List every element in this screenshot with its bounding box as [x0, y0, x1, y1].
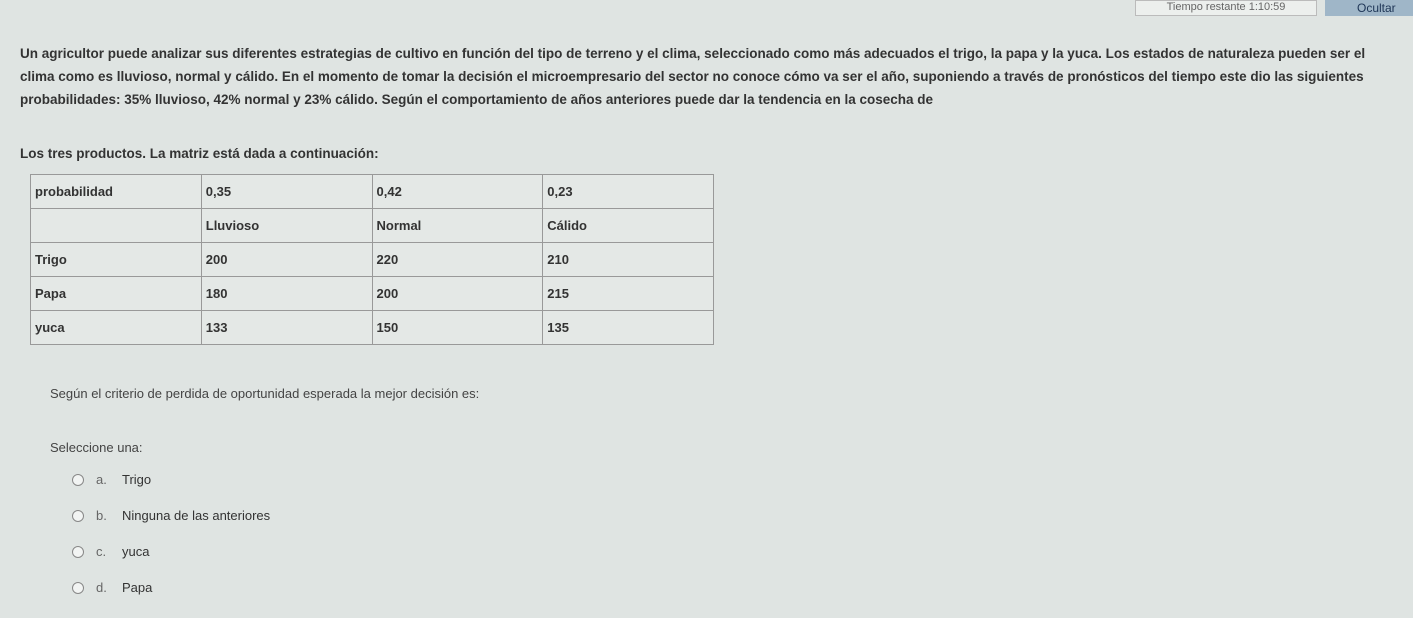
radio-button[interactable]: [72, 545, 84, 558]
table-cell: 0,23: [542, 174, 714, 209]
table-cell: 220: [371, 242, 544, 277]
payoff-matrix: probabilidad 0,35 0,42 0,23 Lluvioso Normal Cá…: [30, 174, 714, 345]
table-cell: Papa: [30, 276, 202, 311]
table-cell: probabilidad: [30, 174, 202, 209]
table-cell: 135: [542, 310, 714, 345]
table-cell: Normal: [371, 208, 544, 243]
table-row: Trigo 200 220 210: [30, 242, 714, 277]
question-prompt: Según el criterio de perdida de oportuni…: [50, 386, 480, 401]
option-b[interactable]: b. Ninguna de las anteriores: [72, 508, 270, 523]
option-letter: b.: [96, 508, 107, 523]
option-label: yuca: [122, 544, 150, 559]
option-a[interactable]: a. Trigo: [72, 472, 151, 487]
table-cell: 133: [200, 310, 373, 345]
table-cell: yuca: [30, 310, 202, 345]
table-cell: 150: [371, 310, 544, 345]
time-remaining: Tiempo restante 1:10:59: [1135, 0, 1317, 16]
radio-button[interactable]: [72, 509, 84, 522]
option-letter: a.: [96, 472, 107, 487]
table-cell: Trigo: [30, 242, 202, 277]
table-cell: Lluvioso: [200, 208, 373, 243]
table-row: Papa 180 200 215: [30, 276, 714, 311]
table-cell: 210: [542, 242, 714, 277]
option-letter: c.: [96, 544, 107, 559]
table-row: Lluvioso Normal Cálido: [30, 208, 714, 243]
table-cell: 200: [371, 276, 544, 311]
table-cell: 0,35: [200, 174, 373, 209]
table-row: yuca 133 150 135: [30, 310, 714, 345]
question-intro: Los tres productos. La matriz está dada …: [20, 146, 379, 161]
table-cell: 215: [542, 276, 714, 311]
question-text: Un agricultor puede analizar sus diferen…: [20, 46, 1366, 107]
option-label: Papa: [122, 580, 153, 595]
option-label: Ninguna de las anteriores: [122, 508, 271, 523]
radio-button[interactable]: [72, 581, 84, 594]
option-letter: d.: [96, 580, 107, 595]
table-cell: 180: [200, 276, 373, 311]
option-d[interactable]: d. Papa: [72, 580, 152, 595]
select-label: Seleccione una:: [50, 440, 143, 455]
table-cell: 0,42: [371, 174, 544, 209]
table-cell: 200: [200, 242, 373, 277]
table-cell: Cálido: [542, 208, 714, 243]
table-row: probabilidad 0,35 0,42 0,23: [30, 174, 714, 209]
hide-timer-button[interactable]: Ocultar: [1325, 0, 1413, 16]
option-label: Trigo: [122, 472, 152, 487]
option-c[interactable]: c. yuca: [72, 544, 149, 559]
radio-button[interactable]: [72, 473, 84, 486]
table-cell: [30, 208, 202, 243]
